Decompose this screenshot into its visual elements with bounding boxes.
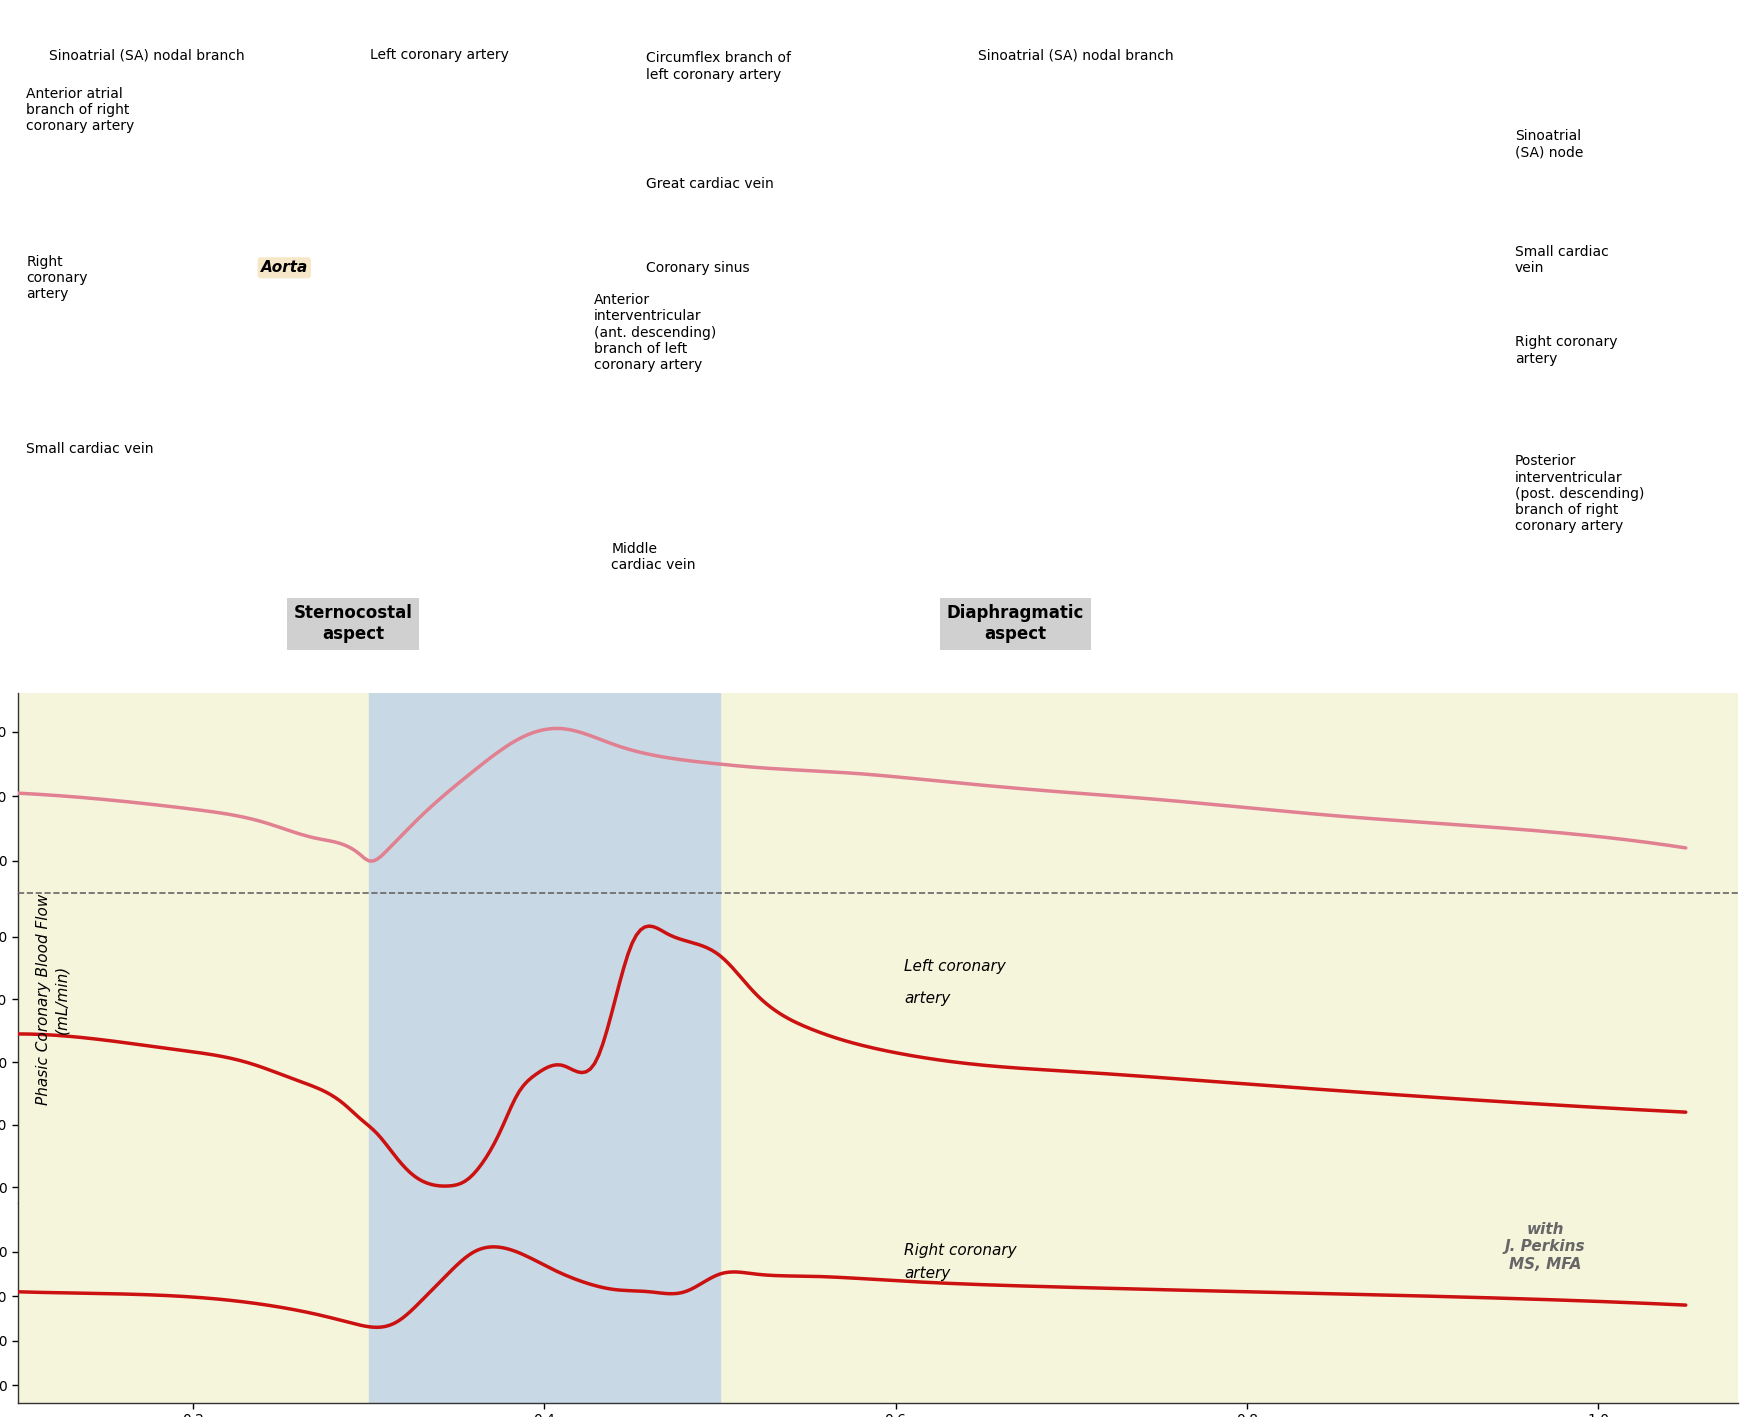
Bar xyxy=(369,893,720,1203)
Text: artery: artery xyxy=(904,1265,949,1281)
Text: Small cardiac
vein: Small cardiac vein xyxy=(1515,245,1608,275)
Text: Phasic Coronary Blood Flow
(mL/min): Phasic Coronary Blood Flow (mL/min) xyxy=(37,893,68,1105)
Text: Circumflex branch of
left coronary artery: Circumflex branch of left coronary arter… xyxy=(646,51,790,82)
Text: Anterior atrial
branch of right
coronary artery: Anterior atrial branch of right coronary… xyxy=(26,86,135,133)
Text: Anterior
interventricular
(ant. descending)
branch of left
coronary artery: Anterior interventricular (ant. descendi… xyxy=(593,293,716,373)
Text: Right coronary: Right coronary xyxy=(904,1244,1016,1258)
Text: Left coronary: Left coronary xyxy=(904,959,1006,975)
Text: artery: artery xyxy=(904,990,949,1006)
Text: Coronary sinus: Coronary sinus xyxy=(646,261,749,275)
Text: Aorta: Aorta xyxy=(260,261,307,275)
Text: Sternocostal
aspect: Sternocostal aspect xyxy=(293,605,412,643)
Text: Left coronary artery: Left coronary artery xyxy=(370,48,509,62)
Text: Middle
cardiac vein: Middle cardiac vein xyxy=(611,541,695,572)
Bar xyxy=(369,1203,720,1403)
Text: Diaphragmatic
aspect: Diaphragmatic aspect xyxy=(946,605,1085,643)
Text: Right
coronary
artery: Right coronary artery xyxy=(26,255,88,300)
Text: Posterior
interventricular
(post. descending)
branch of right
coronary artery: Posterior interventricular (post. descen… xyxy=(1515,455,1643,533)
Text: Sinoatrial (SA) nodal branch: Sinoatrial (SA) nodal branch xyxy=(978,48,1172,62)
Text: Sinoatrial (SA) nodal branch: Sinoatrial (SA) nodal branch xyxy=(49,48,244,62)
Text: Small cardiac vein: Small cardiac vein xyxy=(26,442,154,456)
Bar xyxy=(369,693,720,893)
Text: with
J. Perkins
MS, MFA: with J. Perkins MS, MFA xyxy=(1504,1221,1585,1272)
Text: Great cardiac vein: Great cardiac vein xyxy=(646,177,772,191)
Text: Right coronary
artery: Right coronary artery xyxy=(1515,336,1616,366)
Text: Sinoatrial
(SA) node: Sinoatrial (SA) node xyxy=(1515,129,1583,159)
